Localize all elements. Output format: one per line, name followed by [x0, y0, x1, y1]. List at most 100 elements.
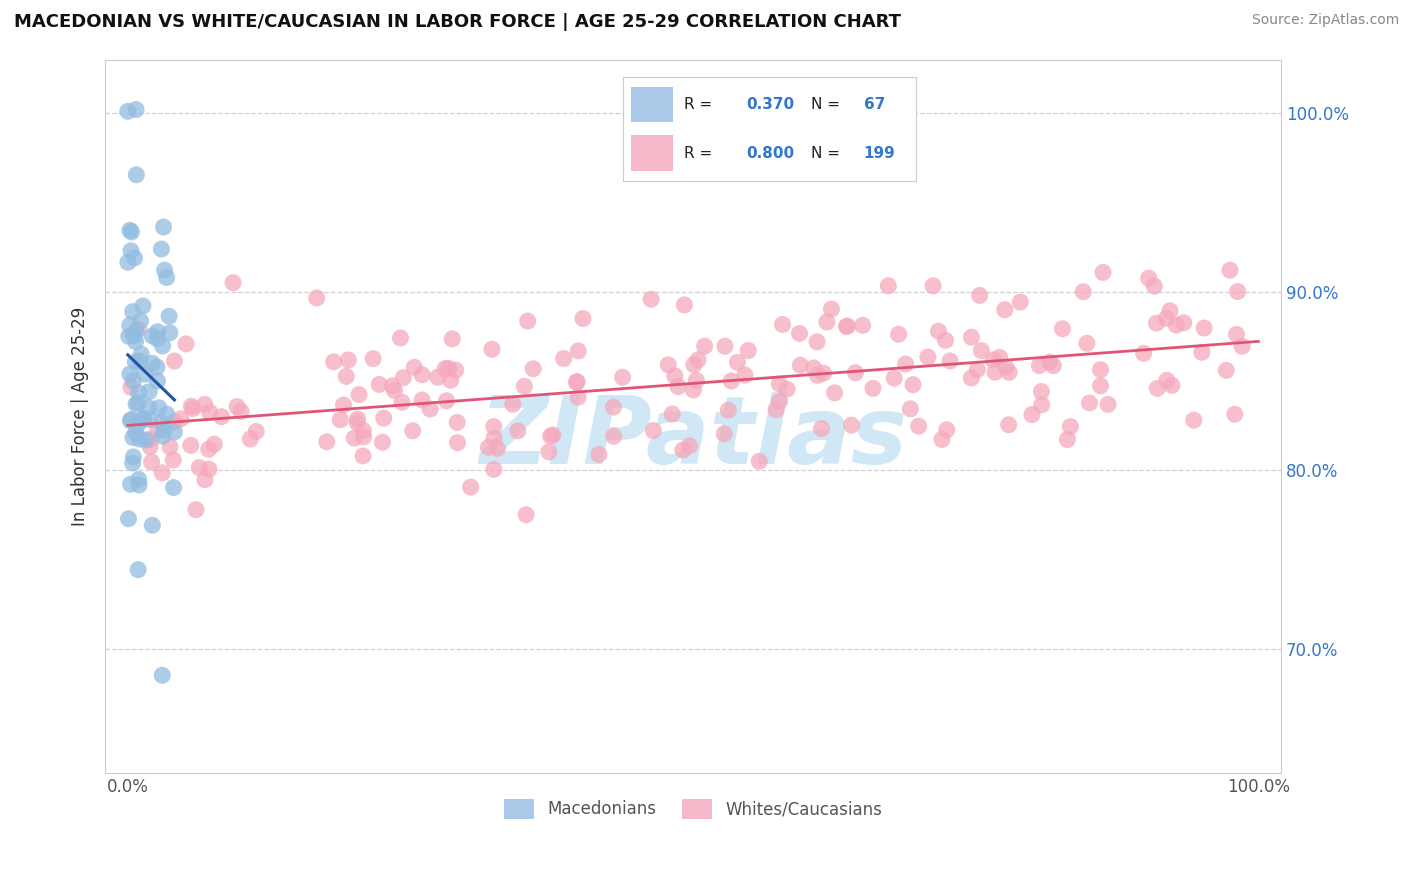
Point: [162, 453, 184, 467]
Point: [152, 423, 174, 437]
Point: [353, 430, 375, 444]
Point: [139, 432, 162, 446]
Point: [1173, 316, 1195, 330]
Point: [969, 288, 991, 302]
Point: [664, 368, 686, 383]
Point: [118, 223, 141, 237]
Point: [502, 397, 524, 411]
Point: [1092, 265, 1115, 279]
Point: [673, 298, 696, 312]
Point: [572, 311, 595, 326]
Point: [1031, 398, 1053, 412]
Point: [934, 333, 956, 347]
Point: [789, 358, 811, 372]
Point: [170, 412, 193, 426]
Point: [1192, 321, 1215, 335]
Point: [672, 442, 695, 457]
Point: [373, 411, 395, 425]
Point: [426, 370, 449, 384]
Point: [202, 437, 225, 451]
Y-axis label: In Labor Force | Age 25-29: In Labor Force | Age 25-29: [72, 307, 89, 526]
Point: [347, 387, 370, 401]
Point: [118, 367, 141, 381]
Point: [159, 440, 181, 454]
Point: [129, 314, 152, 328]
Point: [135, 433, 157, 447]
Point: [346, 412, 368, 426]
Point: [1230, 339, 1253, 353]
Point: [1159, 303, 1181, 318]
Point: [602, 400, 624, 414]
Point: [129, 347, 152, 361]
Point: [411, 368, 433, 382]
Point: [806, 368, 828, 383]
Point: [138, 384, 160, 399]
Point: [392, 370, 415, 384]
Point: [602, 429, 624, 443]
Point: [997, 417, 1019, 432]
Point: [124, 355, 146, 369]
Point: [939, 354, 962, 368]
Point: [537, 445, 560, 459]
Point: [150, 242, 173, 256]
Point: [883, 371, 905, 385]
Point: [226, 400, 249, 414]
Point: [163, 425, 186, 439]
Point: [1156, 373, 1178, 387]
Point: [813, 366, 835, 380]
Point: [121, 456, 143, 470]
Point: [118, 329, 141, 343]
Point: [128, 473, 150, 487]
Point: [352, 449, 374, 463]
Point: [1056, 433, 1078, 447]
Point: [117, 512, 139, 526]
Point: [198, 462, 221, 476]
Point: [678, 439, 700, 453]
Point: [163, 415, 186, 429]
Point: [772, 318, 794, 332]
Point: [815, 315, 838, 329]
Point: [877, 278, 900, 293]
Point: [118, 318, 141, 333]
Point: [346, 416, 368, 430]
Point: [894, 357, 917, 371]
Point: [1059, 419, 1081, 434]
Point: [128, 385, 150, 400]
Point: [960, 330, 983, 344]
Point: [194, 473, 217, 487]
Point: [960, 371, 983, 385]
Point: [998, 365, 1021, 379]
Point: [305, 291, 328, 305]
Point: [887, 327, 910, 342]
Point: [322, 355, 344, 369]
Point: [1137, 271, 1160, 285]
Point: [1143, 279, 1166, 293]
Point: [1166, 318, 1188, 332]
Point: [150, 416, 173, 430]
Point: [434, 361, 457, 376]
Point: [239, 432, 262, 446]
Point: [931, 433, 953, 447]
Point: [835, 319, 858, 334]
Point: [181, 401, 204, 416]
Point: [138, 412, 160, 426]
Point: [180, 399, 202, 413]
Point: [180, 438, 202, 452]
Point: [122, 328, 145, 343]
Point: [124, 251, 146, 265]
Point: [640, 292, 662, 306]
Point: [686, 352, 709, 367]
Point: [1090, 379, 1112, 393]
Point: [776, 382, 799, 396]
Point: [693, 339, 716, 353]
Point: [862, 381, 884, 395]
Point: [1225, 327, 1247, 342]
Point: [748, 454, 770, 468]
Point: [141, 518, 163, 533]
Point: [720, 374, 742, 388]
Point: [666, 379, 689, 393]
Point: [134, 368, 156, 382]
Point: [117, 255, 139, 269]
Point: [553, 351, 575, 366]
Point: [198, 405, 221, 419]
